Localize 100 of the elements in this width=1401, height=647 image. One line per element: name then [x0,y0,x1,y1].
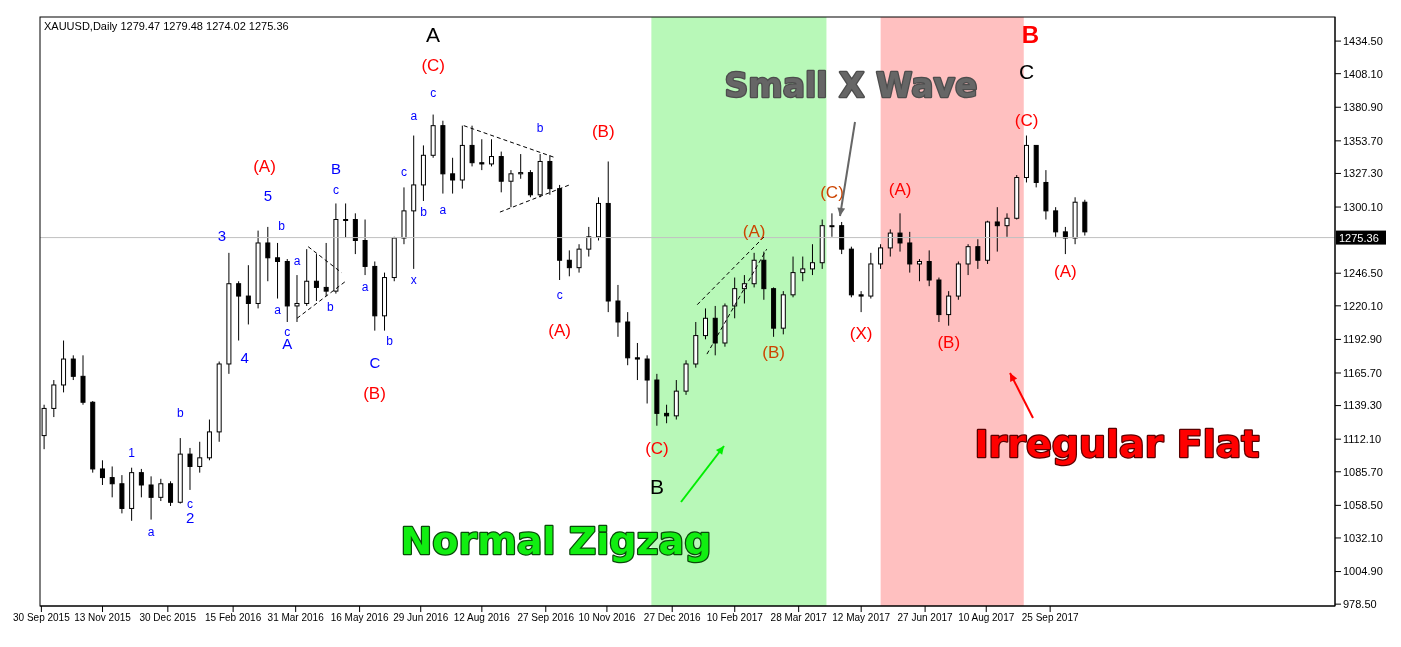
candlestick [702,307,708,340]
annotation: 1 [128,446,136,461]
annotation: B [649,475,664,499]
annotation: b [326,300,334,315]
y-tick-label: 1353.70 [1343,134,1383,147]
candlestick [197,441,203,474]
annotation: (X) [849,324,873,344]
candlestick [916,258,922,282]
annotation: Small X Wave [724,65,978,105]
y-tick-label: 1085.70 [1343,465,1383,478]
annotation: 4 [240,348,249,366]
annotation: b [536,121,544,136]
candlestick [829,212,835,238]
x-tick-label: 27 Jun 2017 [897,612,954,624]
candlestick [236,280,242,342]
y-tick-label: 1112.10 [1343,433,1382,446]
candlestick [566,249,572,277]
y-tick-label: 1246.50 [1343,267,1383,280]
y-tick-label: 1032.10 [1343,531,1383,544]
candlestick [138,468,144,498]
annotation: c [401,164,408,179]
annotation: (C) [1014,110,1039,130]
annotation: (C) [421,55,446,75]
annotation: C [369,354,381,372]
annotation: (A) [888,180,912,200]
x-tick-label: 12 Aug 2016 [453,612,511,624]
candlestick [304,248,310,307]
candlestick [489,138,495,167]
candlestick [245,264,251,325]
annotation: b [386,333,394,348]
candlestick [343,202,349,239]
candlestick [975,238,981,270]
candlestick [644,354,650,404]
annotation: (A) [1054,262,1077,282]
y-tick-label: 1380.90 [1343,101,1383,114]
ref-line-label: 1275.36 [1339,231,1379,244]
annotation: c [556,288,563,303]
y-tick-label: 1434.50 [1343,34,1383,47]
candlestick [265,226,271,282]
candlestick [527,169,533,198]
candlestick [586,226,592,258]
candlestick [634,342,640,381]
annotation: b [176,406,184,421]
annotation: 2 [185,509,195,527]
annotation: a [274,302,282,317]
y-tick-label: 1004.90 [1343,565,1383,578]
annotation: a [147,524,155,539]
annotation: 5 [263,187,273,205]
annotation: (C) [645,438,669,458]
candlestick [1062,226,1068,255]
x-tick-label: 27 Dec 2016 [643,612,701,624]
y-tick-label: 1192.90 [1343,333,1382,346]
candlestick [897,212,903,253]
x-tick-label: 10 Feb 2017 [706,612,764,624]
annotation: C [1018,60,1035,84]
candlestick [148,475,154,521]
candlestick [664,404,670,424]
annotation: (C) [820,183,844,203]
annotation: Normal Zigzag [400,518,712,563]
annotation: c [430,85,437,100]
annotation: B [330,159,341,177]
candlestick [907,231,913,274]
y-tick-label: 978.50 [1343,598,1377,611]
annotation: b [420,205,428,220]
annotation: (B) [591,121,615,141]
annotation: Irregular Flat [974,421,1260,466]
y-tick-label: 1165.70 [1343,366,1382,379]
y-tick-label: 1300.10 [1343,200,1383,213]
annotation: c [332,182,339,197]
candlestick [109,465,115,498]
candlestick [887,228,893,258]
x-tick-label: 15 Feb 2016 [205,612,262,624]
x-tick-label: 29 Jun 2016 [393,612,449,624]
candlestick [751,252,757,288]
x-tick-label: 25 Sep 2017 [1021,612,1079,624]
candlestick [946,290,952,327]
annotation: A [425,22,441,46]
annotation: 3 [217,227,227,245]
annotation: a [439,202,447,217]
annotation: c [187,497,194,512]
candlestick [275,242,281,300]
candlestick [99,459,105,486]
candlestick [1004,212,1010,238]
candlestick [809,243,815,276]
y-tick-label: 1327.30 [1343,167,1383,180]
x-tick-label: 30 Sep 2015 [13,612,71,624]
annotation: a [410,108,418,123]
annotation: a [361,280,369,295]
candlestick [51,379,57,418]
candlestick [839,221,845,255]
candlestick [352,212,358,255]
candlestick [70,354,76,381]
x-tick-label: 28 Mar 2017 [770,612,828,624]
x-tick-label: 13 Nov 2015 [74,612,132,624]
x-tick-label: 16 May 2016 [330,612,389,624]
candlestick [800,256,806,282]
annotation: (B) [937,332,961,352]
candlestick [168,480,174,507]
chart-title: XAUUSD,Daily 1279.47 1279.48 1274.02 1275.36 [44,20,289,32]
candlestick [926,249,932,287]
